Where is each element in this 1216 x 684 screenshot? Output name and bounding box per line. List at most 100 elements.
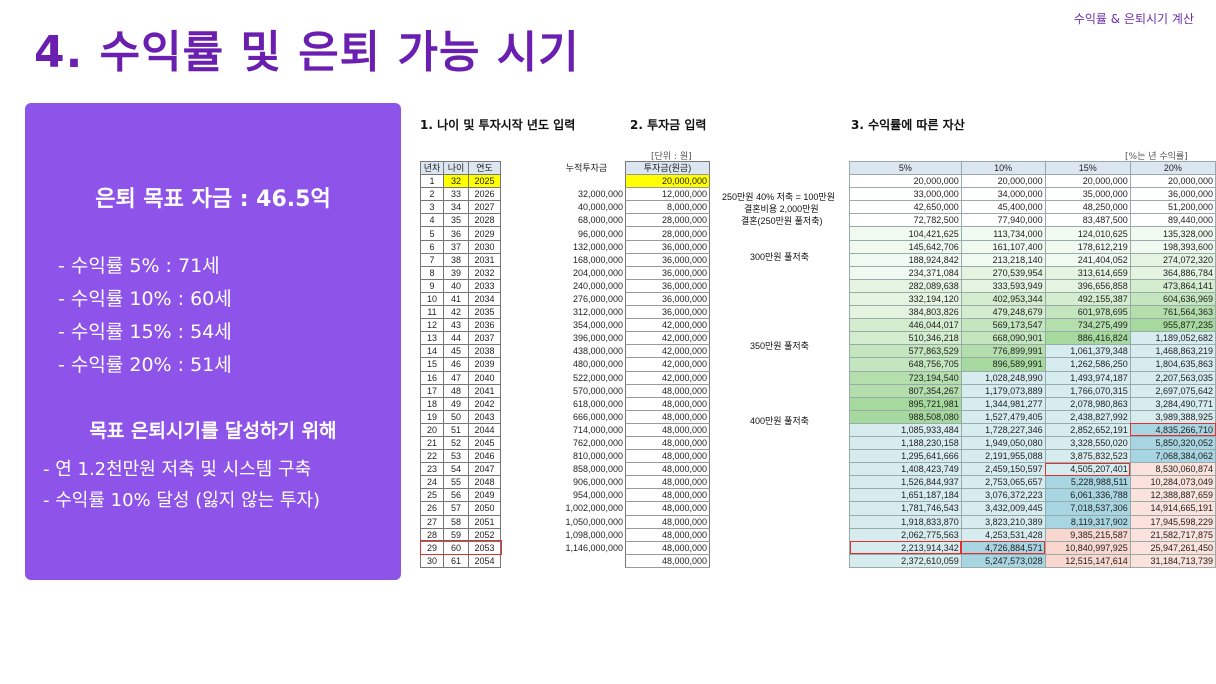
table-row: 15 46 2039 [420, 357, 501, 372]
panel-bullet-1: - 연 1.2천만원 저축 및 시스템 구축 [43, 459, 312, 480]
asset-cell-20: 10,284,073,049 [1129, 475, 1216, 490]
rate-line-20: - 수익률 20% : 51세 [58, 354, 232, 376]
cumulative-cell: 96,000,000 [577, 228, 623, 239]
age-cell: 33 [443, 187, 469, 202]
asset-cell-20: 2,207,563,035 [1129, 370, 1216, 385]
asset-by-rate-table: 5% 10% 15% 20% 20,000,000 20,000,000 20,00… [849, 160, 1216, 568]
plan-note-1: 250만원 40% 저축 = 100만원 [722, 192, 835, 202]
asset-cell-10: 3,823,210,389 [960, 514, 1046, 529]
table-row: 810,000,000 48,000,000 [548, 449, 710, 464]
year-index-cell: 9 [420, 278, 444, 293]
retirement-goal: 은퇴 목표 자금 : 46.5억 [95, 187, 331, 212]
principal-cell: 36,000,000 [625, 292, 710, 307]
table-row: 104,421,625 113,734,000 124,010,625 135,328… [849, 226, 1216, 241]
asset-cell-15: 7,018,537,306 [1044, 501, 1131, 516]
principal-cell: 48,000,000 [625, 436, 710, 451]
table-row: 282,089,638 333,593,949 396,656,858 473,864… [849, 278, 1216, 293]
asset-cell-5: 648,756,705 [849, 357, 962, 372]
year-cell: 2031 [468, 252, 501, 267]
table-row: 8 39 2032 [420, 265, 501, 280]
asset-cell-15: 48,250,000 [1044, 200, 1131, 215]
asset-cell-15: 12,515,147,614 [1044, 553, 1131, 568]
asset-cell-10: 3,432,009,445 [960, 501, 1046, 516]
table-row: 48,000,000 [548, 554, 710, 568]
asset-cell-5: 1,188,230,158 [849, 435, 962, 451]
cumulative-cell: 1,002,000,000 [565, 503, 623, 514]
asset-cell-15: 313,614,659 [1044, 265, 1131, 280]
plan-note-6: 400만원 풀저축 [750, 416, 809, 426]
table-row: 396,000,000 42,000,000 [548, 331, 710, 346]
cumulative-cell: 1,146,000,000 [565, 542, 623, 553]
age-cell: 34 [443, 200, 469, 215]
asset-cell-10: 213,218,140 [960, 252, 1046, 267]
year-index-cell: 27 [420, 514, 444, 529]
cumulative-cell [548, 175, 626, 188]
table-row: 22 53 2046 [420, 449, 501, 464]
table-row: 19 50 2043 [420, 409, 501, 424]
year-index-cell: 4 [420, 213, 444, 228]
cumulative-cell: 354,000,000 [572, 320, 623, 331]
year-cell: 2053 [468, 540, 501, 555]
table-row: 16 47 2040 [420, 370, 501, 385]
principal-cell: 36,000,000 [625, 240, 710, 254]
principal-cell: 42,000,000 [625, 371, 710, 385]
table-row: 10 41 2034 [420, 291, 501, 307]
asset-cell-20: 7,068,384,062 [1129, 449, 1216, 464]
asset-cell-15: 396,656,858 [1044, 278, 1131, 293]
table-row: 522,000,000 42,000,000 [548, 371, 710, 385]
age-cell: 42 [443, 305, 469, 320]
rate-line-15: - 수익률 15% : 54세 [58, 321, 232, 343]
asset-cell-5: 1,651,187,184 [849, 488, 962, 503]
asset-cell-5: 1,918,833,870 [849, 514, 962, 529]
table-row: 858,000,000 48,000,000 [548, 462, 710, 477]
table-row: 14 45 2038 [420, 344, 501, 359]
principal-cell: 48,000,000 [625, 423, 710, 437]
header-rate-20: 20% [1129, 160, 1216, 176]
principal-cell: 36,000,000 [625, 305, 710, 320]
asset-cell-10: 4,253,531,428 [960, 527, 1046, 542]
asset-cell-15: 10,840,997,925 [1044, 540, 1131, 555]
table-row: 1,526,844,937 2,753,065,657 5,228,988,511 1… [849, 475, 1216, 490]
table-row: 2 33 2026 [420, 187, 501, 202]
age-cell: 46 [443, 357, 469, 372]
table-row: 807,354,267 1,179,073,889 1,766,070,315 2,6… [849, 383, 1216, 398]
table-row: 188,924,842 213,218,140 241,404,052 274,072… [849, 252, 1216, 267]
asset-cell-10: 45,400,000 [960, 200, 1046, 215]
table-row: 2,213,914,342 4,726,884,571 10,840,997,925… [849, 540, 1216, 555]
table-row: 988,508,080 1,527,479,405 2,438,827,992 3,9… [849, 409, 1216, 424]
table-row: 21 52 2045 [420, 435, 501, 451]
table-row: 648,756,705 896,589,991 1,262,586,250 1,804… [849, 357, 1216, 372]
table-row: 276,000,000 36,000,000 [548, 292, 710, 307]
asset-cell-5: 2,372,610,059 [849, 553, 962, 568]
asset-cell-10: 5,247,573,028 [960, 553, 1046, 568]
table-row: 12 43 2036 [420, 318, 501, 333]
asset-cell-20: 1,804,635,863 [1129, 357, 1216, 372]
asset-cell-5: 1,085,933,484 [849, 422, 962, 437]
plan-note-5: 350만원 풀저축 [750, 341, 809, 351]
asset-cell-15: 2,438,827,992 [1044, 409, 1131, 424]
year-cell: 2042 [468, 396, 501, 411]
principal-cell: 48,000,000 [625, 397, 710, 411]
asset-cell-20: 5,850,320,052 [1129, 435, 1216, 451]
cumulative-cell: 276,000,000 [572, 293, 623, 304]
age-cell: 32 [443, 174, 469, 189]
year-index-cell: 24 [420, 475, 444, 490]
cumulative-cell: 522,000,000 [572, 372, 623, 383]
age-cell: 39 [443, 265, 469, 280]
cumulative-cell: 666,000,000 [572, 411, 623, 422]
table-row: 354,000,000 42,000,000 [548, 318, 710, 333]
principal-cell: 12,000,000 [625, 187, 710, 202]
asset-cell-15: 3,875,832,523 [1044, 449, 1131, 464]
age-cell: 43 [443, 318, 469, 333]
principal-cell: 36,000,000 [625, 266, 710, 280]
year-cell: 2025 [468, 174, 501, 189]
age-cell: 41 [443, 291, 469, 307]
asset-cell-20: 604,636,969 [1129, 291, 1216, 307]
age-cell: 37 [443, 239, 469, 254]
asset-cell-10: 776,899,991 [960, 344, 1046, 359]
table-row: 145,642,706 161,107,400 178,612,219 198,393… [849, 239, 1216, 254]
asset-cell-15: 8,119,317,902 [1044, 514, 1131, 529]
header-rate-15: 15% [1044, 160, 1131, 176]
year-index-cell: 18 [420, 396, 444, 411]
asset-cell-10: 569,173,547 [960, 318, 1046, 333]
